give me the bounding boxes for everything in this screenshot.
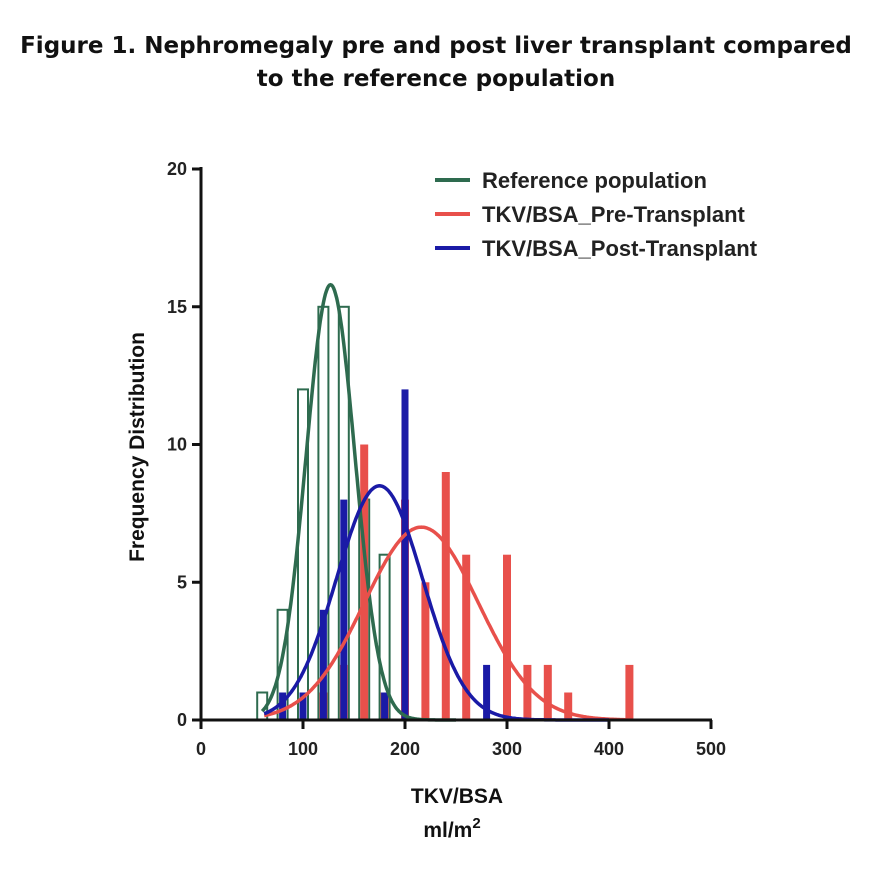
pre-transplant-bar: [462, 554, 471, 720]
pre-transplant-bar: [503, 554, 511, 720]
legend: Reference population TKV/BSA_Pre-Transpl…: [435, 168, 758, 261]
post-transplant-bars: [279, 389, 491, 720]
post-transplant-bar: [483, 664, 491, 720]
pre-transplant-curve: [263, 525, 630, 722]
y-tick-label: 5: [177, 572, 187, 592]
x-axis-title: TKV/BSA: [411, 785, 503, 808]
x-tick-label: 300: [492, 739, 522, 759]
x-tick-label: 0: [196, 739, 206, 759]
x-tick-label: 200: [390, 739, 420, 759]
y-tick-label: 0: [177, 710, 187, 730]
pre-transplant-bar: [441, 472, 450, 720]
y-tick-label: 15: [167, 297, 187, 317]
legend-label-pre-transplant: TKV/BSA_Pre-Transplant: [482, 202, 746, 227]
y-tick-label: 20: [167, 159, 187, 179]
pre-transplant-bar: [564, 692, 573, 720]
legend-item-pre-transplant: TKV/BSA_Pre-Transplant: [435, 202, 746, 227]
figure-title-line-2: to the reference population: [256, 66, 616, 92]
pre-transplant-bar: [360, 444, 369, 720]
figure-title-line-1: Figure 1. Nephromegaly pre and post live…: [20, 33, 852, 59]
pre-transplant-bar: [421, 582, 430, 721]
x-tick-label: 100: [288, 739, 318, 759]
post-transplant-bar: [279, 692, 287, 720]
y-tick-label: 10: [167, 435, 187, 455]
figure-title: Figure 1. Nephromegaly pre and post live…: [0, 30, 872, 96]
x-axis-units-base: ml/m: [423, 819, 472, 842]
post-transplant-bar: [401, 389, 409, 720]
x-tick-label: 500: [696, 739, 726, 759]
legend-item-post-transplant: TKV/BSA_Post-Transplant: [435, 236, 758, 261]
legend-item-reference: Reference population: [435, 168, 707, 193]
pre-transplant-bar: [625, 664, 634, 720]
x-axis-units-superscript: 2: [472, 815, 480, 832]
y-axis-title: Frequency Distribution: [126, 332, 149, 562]
legend-label-post-transplant: TKV/BSA_Post-Transplant: [482, 236, 758, 261]
post-transplant-bar: [299, 692, 307, 720]
post-transplant-bar: [340, 499, 348, 720]
post-transplant-bar: [381, 692, 389, 720]
x-tick-label: 400: [594, 739, 624, 759]
axes: [192, 167, 713, 729]
legend-label-reference: Reference population: [482, 168, 707, 193]
pre-transplant-bar: [523, 664, 532, 720]
post-transplant-bar: [319, 609, 327, 720]
pre-transplant-bar: [543, 664, 552, 720]
x-axis-units: ml/m2: [423, 815, 480, 842]
